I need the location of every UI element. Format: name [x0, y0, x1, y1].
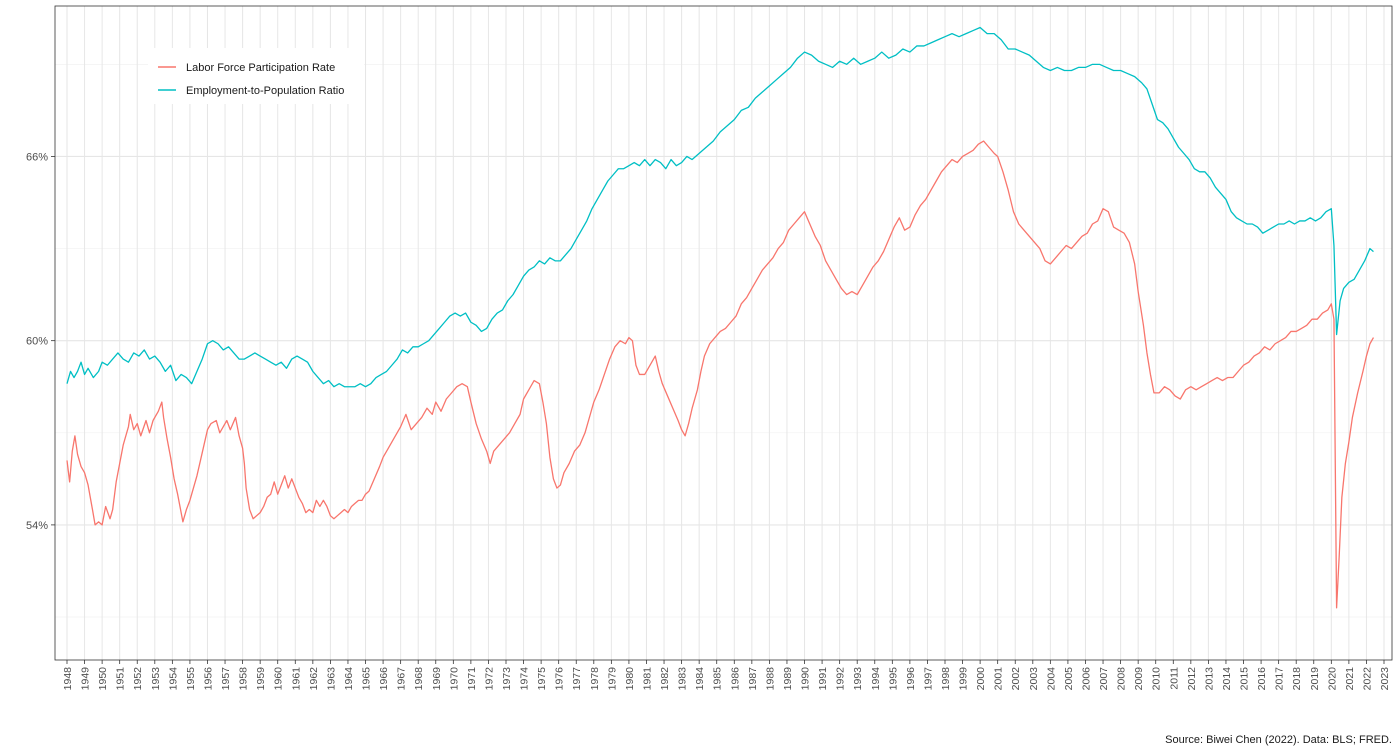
x-tick-label: 1985	[712, 667, 724, 691]
series-line	[66, 140, 1375, 609]
x-tick-label: 1967	[396, 667, 408, 691]
x-tick-label: 1952	[132, 667, 144, 691]
x-tick-label: 1977	[571, 667, 583, 691]
x-tick-label: 1992	[835, 667, 847, 691]
x-tick-label: 1964	[343, 667, 355, 691]
x-tick-label: 1990	[800, 667, 812, 691]
x-tick-label: 1959	[255, 667, 267, 691]
legend-box	[148, 48, 364, 104]
x-tick-label: 1980	[624, 667, 636, 691]
x-tick-label: 2000	[975, 667, 987, 691]
x-tick-label: 1979	[606, 667, 618, 691]
x-tick-label: 1978	[589, 667, 601, 691]
x-tick-label: 1963	[325, 667, 337, 691]
x-tick-label: 2014	[1221, 667, 1233, 691]
source-caption: Source: Biwei Chen (2022). Data: BLS; FR…	[1165, 734, 1392, 746]
x-tick-label: 1958	[238, 667, 250, 691]
x-tick-label: 1950	[97, 667, 109, 691]
x-tick-label: 1999	[958, 667, 970, 691]
x-tick-label: 1966	[378, 667, 390, 691]
x-tick-label: 2001	[993, 667, 1005, 691]
x-tick-label: 2006	[1080, 667, 1092, 691]
x-tick-label: 2021	[1344, 667, 1356, 691]
x-tick-label: 2018	[1291, 667, 1303, 691]
x-tick-label: 1996	[905, 667, 917, 691]
x-tick-label: 1974	[519, 667, 531, 691]
x-tick-label: 2022	[1361, 667, 1373, 691]
x-tick-label: 1961	[290, 667, 302, 691]
legend: Labor Force Participation Rate Employment…	[148, 48, 364, 104]
legend-label: Employment-to-Population Ratio	[186, 85, 344, 97]
y-axis: 54% 60% 66%	[26, 151, 55, 532]
x-tick-label: 2002	[1010, 667, 1022, 691]
x-tick-label: 1989	[782, 667, 794, 691]
x-tick-label: 2017	[1274, 667, 1286, 691]
x-tick-label: 1981	[641, 667, 653, 691]
x-tick-label: 1988	[764, 667, 776, 691]
y-tick-label: 60%	[26, 336, 48, 348]
x-tick-label: 1955	[185, 667, 197, 691]
x-tick-label: 2009	[1133, 667, 1145, 691]
x-tick-label: 2019	[1309, 667, 1321, 691]
x-tick-label: 1972	[483, 667, 495, 691]
x-tick-label: 1968	[413, 667, 425, 691]
x-tick-label: 2010	[1151, 667, 1163, 691]
x-tick-label: 2023	[1379, 667, 1391, 691]
x-axis: 1948 1949 1950 1951 1952 1953 1954 1955 1956 1957…	[62, 660, 1391, 690]
x-tick-label: 1987	[747, 667, 759, 691]
x-tick-label: 1971	[466, 667, 478, 691]
x-tick-label: 2003	[1028, 667, 1040, 691]
x-tick-label: 1956	[202, 667, 214, 691]
x-tick-label: 1983	[677, 667, 689, 691]
x-tick-label: 1948	[62, 667, 74, 691]
x-tick-label: 1995	[887, 667, 899, 691]
x-tick-label: 1991	[817, 667, 829, 691]
x-tick-label: 1951	[115, 667, 127, 691]
x-tick-label: 1993	[852, 667, 864, 691]
legend-label: Labor Force Participation Rate	[186, 62, 335, 74]
x-tick-label: 1982	[659, 667, 671, 691]
x-tick-label: 1984	[694, 667, 706, 691]
x-tick-label: 1994	[870, 667, 882, 691]
x-tick-label: 1973	[501, 667, 513, 691]
y-tick-label: 66%	[26, 151, 48, 163]
x-tick-label: 1997	[922, 667, 934, 691]
series-layer	[66, 26, 1375, 609]
x-tick-label: 1986	[729, 667, 741, 691]
x-tick-label: 2004	[1045, 667, 1057, 691]
x-tick-label: 1975	[536, 667, 548, 691]
x-tick-label: 2013	[1203, 667, 1215, 691]
x-tick-label: 1960	[273, 667, 285, 691]
x-tick-label: 2008	[1116, 667, 1128, 691]
plot-border	[54, 5, 1393, 661]
series-line	[66, 26, 1374, 388]
x-tick-label: 1970	[448, 667, 460, 691]
x-tick-label: 2016	[1256, 667, 1268, 691]
y-tick-label: 54%	[26, 520, 48, 532]
x-tick-label: 1957	[220, 667, 232, 691]
x-tick-label: 1969	[431, 667, 443, 691]
x-tick-label: 1976	[554, 667, 566, 691]
x-tick-label: 1953	[150, 667, 162, 691]
x-tick-label: 1949	[80, 667, 92, 691]
x-tick-label: 2007	[1098, 667, 1110, 691]
x-tick-label: 2011	[1168, 667, 1180, 690]
x-tick-label: 1954	[167, 667, 179, 691]
x-tick-label: 1962	[308, 667, 320, 691]
grid	[55, 6, 1392, 660]
x-tick-label: 2012	[1186, 667, 1198, 691]
x-tick-label: 1998	[940, 667, 952, 691]
x-tick-label: 1965	[361, 667, 373, 691]
x-tick-label: 2015	[1239, 667, 1251, 691]
x-tick-label: 2005	[1063, 667, 1075, 691]
x-tick-label: 2020	[1326, 667, 1338, 691]
